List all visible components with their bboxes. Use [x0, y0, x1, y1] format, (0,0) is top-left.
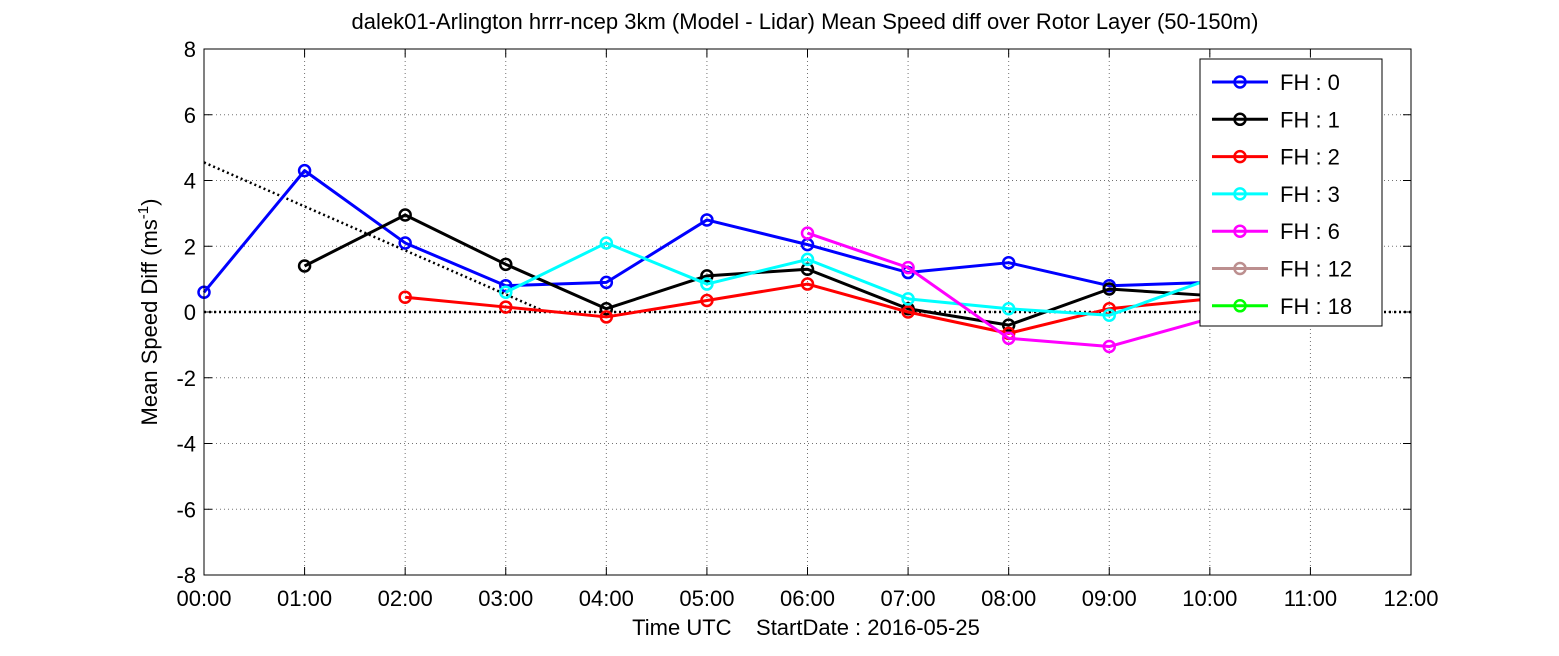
data-point	[499, 300, 513, 314]
legend-marker	[1233, 149, 1247, 164]
legend-marker	[1233, 112, 1247, 127]
legend-item: FH : 3	[1212, 182, 1340, 207]
legend-item: FH : 18	[1212, 294, 1352, 319]
x-tick-label: 04:00	[579, 586, 634, 611]
data-point	[1001, 318, 1016, 332]
y-axis-label-sup: -1	[135, 206, 152, 219]
data-point	[599, 236, 614, 250]
data-point	[499, 285, 513, 300]
data-point	[297, 259, 312, 273]
data-point	[901, 260, 915, 275]
y-axis-label-tail: )	[137, 199, 162, 206]
reference-line	[203, 161, 547, 314]
y-tick-label: 6	[184, 103, 196, 128]
legend-marker	[1233, 187, 1247, 201]
y-axis-label-main: Mean Speed Diff (ms	[137, 219, 162, 425]
x-tick-label: 10:00	[1182, 586, 1237, 611]
data-point	[499, 257, 513, 272]
data-point	[599, 275, 614, 290]
series-line	[807, 231, 1211, 349]
x-tick-label: 06:00	[780, 586, 835, 611]
legend-item: FH : 0	[1212, 70, 1340, 95]
x-tick-label: 12:00	[1383, 586, 1438, 611]
series-line	[202, 169, 1210, 294]
y-tick-label: -8	[176, 563, 196, 588]
x-tick-label: 02:00	[378, 586, 433, 611]
y-axis-label: Mean Speed Diff (ms-1)	[135, 199, 162, 426]
legend-marker	[1233, 299, 1247, 313]
x-tick-label: 00:00	[176, 586, 231, 611]
legend-item: FH : 2	[1212, 145, 1340, 170]
x-tick-label: 07:00	[881, 586, 936, 611]
series-fh-6	[800, 226, 1217, 354]
y-tick-label: 2	[184, 234, 196, 259]
data-point	[1001, 255, 1016, 270]
data-point	[1001, 331, 1016, 346]
legend-label: FH : 18	[1280, 294, 1352, 319]
series-fh-3	[499, 236, 1217, 323]
y-tick-label: -2	[176, 366, 196, 391]
legend-marker	[1233, 261, 1247, 276]
legend-marker	[1233, 224, 1247, 238]
y-tick-label: 4	[184, 169, 196, 194]
data-point	[700, 277, 714, 291]
x-axis-label: Time UTC StartDate : 2016-05-25	[632, 615, 980, 640]
y-tick-label: -6	[176, 497, 196, 522]
data-point	[901, 292, 915, 306]
data-point	[599, 310, 614, 324]
legend: FH : 0 FH : 1 FH : 2 FH : 3 FH : 6 FH : 12 FH …	[1199, 58, 1383, 327]
legend-label: FH : 0	[1280, 70, 1340, 95]
legend-label: FH : 1	[1280, 107, 1340, 132]
x-tick-label: 08:00	[981, 586, 1036, 611]
data-point	[1102, 282, 1116, 296]
data-point	[700, 293, 714, 308]
legend-marker	[1233, 75, 1247, 89]
series-line	[405, 282, 1210, 335]
series-layer	[197, 163, 1217, 354]
y-tick-label: 0	[184, 300, 196, 325]
legend-label: FH : 3	[1280, 182, 1340, 207]
data-point	[1102, 308, 1116, 323]
data-point	[1001, 301, 1016, 316]
data-point	[398, 208, 412, 222]
data-point	[901, 305, 915, 319]
data-point	[297, 163, 312, 178]
x-tick-label: 05:00	[679, 586, 734, 611]
series-line	[505, 241, 1211, 317]
data-point	[700, 269, 714, 283]
legend-item: FH : 12	[1212, 257, 1352, 282]
data-point	[599, 301, 614, 316]
legend-item: FH : 1	[1212, 107, 1340, 132]
y-tick-label: -4	[176, 432, 196, 457]
x-tick-label: 11:00	[1284, 586, 1337, 611]
chart-title: dalek01-Arlington hrrr-ncep 3km (Model -…	[352, 9, 1259, 34]
x-tick-label: 03:00	[478, 586, 533, 611]
data-point	[1102, 339, 1116, 354]
data-point	[800, 277, 815, 291]
legend-label: FH : 6	[1280, 219, 1340, 244]
data-point	[398, 236, 412, 250]
legend-item: FH : 6	[1212, 219, 1340, 244]
tick-layer: 00:00 01:00 02:00 03:00 04:00 05:00 06:00 07:00…	[176, 37, 1438, 611]
data-point	[398, 290, 412, 304]
data-point	[800, 226, 815, 240]
legend-label: FH : 12	[1280, 257, 1352, 282]
data-point	[700, 213, 714, 227]
x-tick-label: 09:00	[1082, 586, 1137, 611]
data-point	[800, 252, 815, 267]
legend-label: FH : 2	[1280, 145, 1340, 170]
x-tick-label: 01:00	[277, 586, 332, 611]
y-tick-label: 8	[184, 37, 196, 62]
